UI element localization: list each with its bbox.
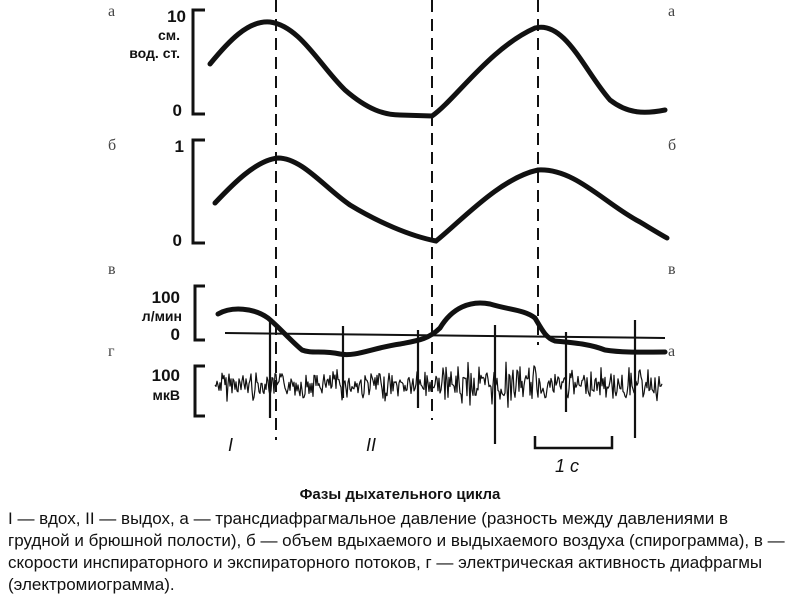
flow-tick-0: 0 bbox=[171, 325, 180, 344]
emg-trace bbox=[214, 361, 663, 408]
pressure-panel: 10 см. вод. ст. 0 bbox=[129, 7, 668, 120]
time-scale-bar bbox=[533, 436, 614, 450]
phase-label-inspiration: I bbox=[228, 435, 233, 455]
panel-letter-g-right: а bbox=[668, 343, 675, 360]
pressure-unit-line1: см. bbox=[158, 27, 180, 43]
pressure-tick-10: 10 bbox=[167, 7, 186, 26]
volume-curve bbox=[212, 155, 670, 244]
panel-letter-b: б bbox=[108, 137, 116, 154]
figure-caption: Фазы дыхательного цикла I — вдох, II — в… bbox=[8, 484, 792, 596]
phase-boundaries bbox=[275, 0, 539, 440]
time-scale-label: 1 с bbox=[555, 456, 579, 476]
flow-tick-100: 100 bbox=[152, 288, 180, 307]
respiratory-phases-figure: а б в г а б в а 10 см. вод. ст. 0 1 0 10… bbox=[108, 0, 676, 476]
flow-axis-bracket bbox=[193, 284, 205, 342]
panel-letter-v-right: в bbox=[668, 261, 676, 278]
flow-panel: 100 л/мин 0 bbox=[142, 284, 668, 358]
phase-label-expiration: II bbox=[366, 435, 376, 455]
panel-letter-a-right: а bbox=[668, 3, 675, 20]
pressure-curve bbox=[207, 19, 668, 119]
caption-text: I — вдох, II — выдох, а — трансдиафрагма… bbox=[8, 509, 785, 594]
emg-unit: мкВ bbox=[153, 387, 180, 403]
emg-panel: 100 мкВ bbox=[152, 361, 663, 418]
panel-letter-g: г bbox=[108, 343, 115, 360]
pressure-unit-line2: вод. ст. bbox=[129, 45, 180, 61]
flow-curve bbox=[215, 300, 668, 358]
flow-zero-baseline bbox=[224, 332, 666, 339]
pressure-axis-bracket bbox=[191, 8, 205, 116]
emg-axis-bracket bbox=[193, 364, 205, 418]
volume-axis-bracket bbox=[191, 138, 205, 245]
volume-tick-0: 0 bbox=[173, 231, 182, 250]
panel-letter-v: в bbox=[108, 261, 116, 278]
panel-letter-b-right: б bbox=[668, 137, 676, 154]
caption-title: Фазы дыхательного цикла bbox=[299, 486, 501, 503]
emg-spikes bbox=[268, 320, 637, 444]
emg-tick-100: 100 bbox=[152, 366, 180, 385]
volume-panel: 1 0 bbox=[173, 137, 670, 250]
volume-tick-1: 1 bbox=[175, 137, 184, 156]
pressure-tick-0: 0 bbox=[173, 101, 182, 120]
panel-letter-a: а bbox=[108, 3, 115, 20]
flow-unit: л/мин bbox=[142, 308, 182, 324]
